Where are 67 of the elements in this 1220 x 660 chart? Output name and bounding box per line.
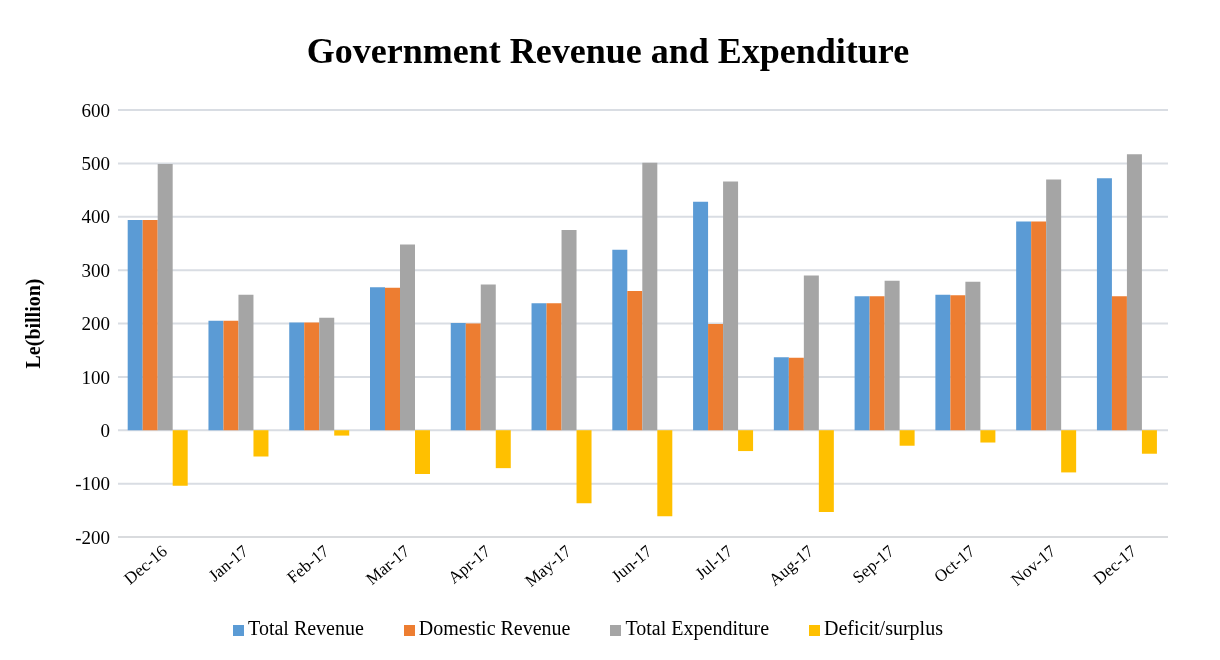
bar bbox=[208, 320, 224, 431]
y-tick-label: 600 bbox=[81, 99, 110, 121]
bar bbox=[935, 294, 951, 431]
bar bbox=[561, 230, 577, 431]
y-tick-label: 0 bbox=[100, 419, 110, 441]
chart-title: Government Revenue and Expenditure bbox=[305, 30, 911, 73]
bar bbox=[965, 281, 981, 431]
bar bbox=[1111, 296, 1127, 431]
bar bbox=[708, 324, 724, 431]
bar bbox=[899, 430, 915, 446]
bar bbox=[1046, 179, 1062, 431]
y-tick-label: -100 bbox=[75, 473, 110, 495]
bar bbox=[223, 320, 239, 431]
bar bbox=[642, 162, 658, 431]
legend-label: Total Expenditure bbox=[625, 617, 770, 639]
bar bbox=[157, 163, 173, 431]
bar bbox=[693, 201, 709, 431]
y-tick-label: 100 bbox=[81, 366, 110, 388]
bar bbox=[400, 244, 415, 431]
bar bbox=[142, 219, 158, 431]
bar bbox=[450, 322, 466, 431]
bar bbox=[289, 322, 305, 431]
bar bbox=[818, 430, 834, 512]
bar bbox=[1096, 178, 1112, 431]
bar bbox=[980, 430, 996, 443]
bar bbox=[385, 287, 400, 431]
bar bbox=[884, 280, 900, 431]
bar bbox=[576, 430, 592, 504]
bar bbox=[370, 287, 385, 431]
bar bbox=[1126, 154, 1142, 431]
bar bbox=[657, 430, 673, 517]
bar bbox=[612, 249, 628, 431]
bar bbox=[627, 290, 643, 431]
bar bbox=[334, 430, 350, 436]
bar bbox=[465, 323, 481, 431]
y-tick-label: 300 bbox=[81, 259, 110, 281]
bar bbox=[869, 296, 885, 431]
legend-label: Total Revenue bbox=[248, 617, 364, 639]
bar bbox=[495, 430, 511, 469]
y-tick-label: 200 bbox=[81, 313, 110, 335]
bar bbox=[738, 430, 754, 452]
bar bbox=[854, 296, 870, 431]
bar bbox=[950, 295, 966, 431]
bar bbox=[480, 284, 496, 431]
y-tick-label: -200 bbox=[75, 526, 110, 548]
bar bbox=[1016, 221, 1032, 431]
bar bbox=[803, 275, 819, 431]
bar bbox=[127, 219, 143, 431]
y-tick-label: 500 bbox=[81, 153, 110, 175]
bar bbox=[415, 430, 430, 475]
legend-label: Domestic Revenue bbox=[418, 617, 571, 639]
bar bbox=[788, 357, 804, 431]
bar bbox=[723, 181, 739, 431]
legend-label: Deficit/surplus bbox=[824, 617, 943, 639]
bar bbox=[319, 317, 335, 431]
bar bbox=[531, 303, 547, 431]
y-axis-title: Le(billion) bbox=[22, 278, 46, 369]
bar bbox=[1061, 430, 1077, 473]
y-tick-label: 400 bbox=[81, 206, 110, 228]
bar bbox=[172, 430, 188, 486]
bar bbox=[253, 430, 269, 457]
bar bbox=[1141, 430, 1157, 454]
bar bbox=[773, 357, 789, 431]
bar bbox=[1031, 221, 1047, 431]
bar bbox=[238, 294, 254, 431]
bar bbox=[546, 303, 562, 431]
bar bbox=[304, 322, 320, 431]
